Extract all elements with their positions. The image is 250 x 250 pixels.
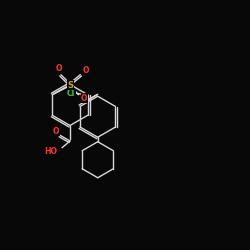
- Text: S: S: [67, 81, 73, 90]
- Text: O: O: [53, 126, 59, 136]
- Text: Cl: Cl: [67, 89, 75, 98]
- Text: HO: HO: [44, 146, 57, 156]
- Text: O: O: [81, 94, 87, 103]
- Text: O: O: [55, 64, 62, 73]
- Text: O: O: [83, 66, 89, 75]
